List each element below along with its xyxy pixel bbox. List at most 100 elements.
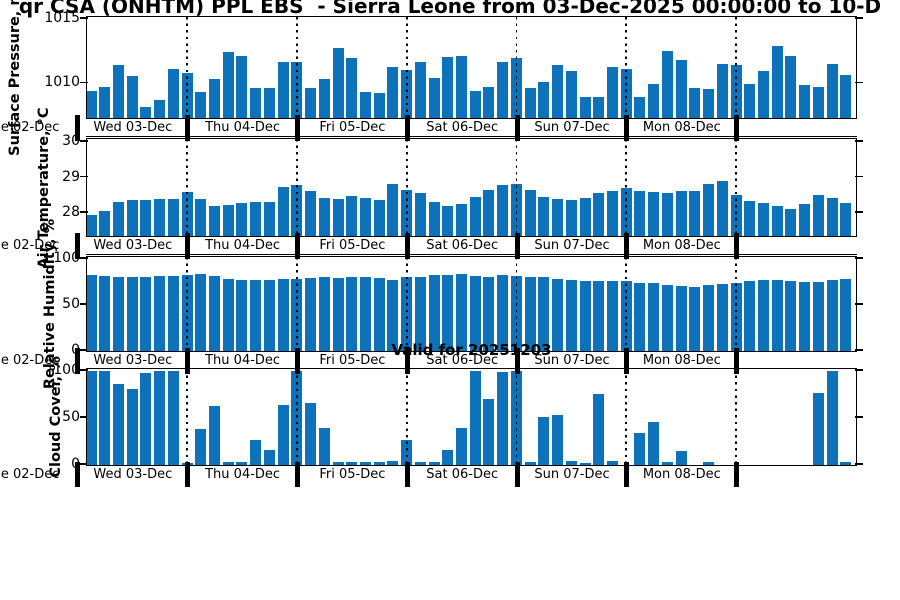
y-tick bbox=[80, 175, 88, 178]
day-label: Wed 03-Dec bbox=[93, 467, 173, 482]
bar bbox=[209, 406, 221, 465]
bar bbox=[648, 283, 660, 351]
bar bbox=[263, 450, 275, 465]
bar bbox=[167, 198, 179, 236]
day-boundary-line bbox=[186, 257, 188, 351]
y-tick bbox=[855, 211, 863, 213]
day-boundary-line bbox=[515, 369, 518, 465]
bar bbox=[456, 427, 468, 465]
day-boundary-tick bbox=[404, 348, 410, 374]
day-strip-1 bbox=[86, 235, 857, 255]
bar bbox=[634, 282, 646, 351]
bar bbox=[840, 278, 852, 351]
bar bbox=[456, 203, 468, 236]
day-boundary-tick bbox=[514, 115, 520, 141]
bar bbox=[648, 422, 660, 465]
bar bbox=[209, 78, 221, 118]
y-tick bbox=[80, 303, 88, 305]
bar bbox=[126, 76, 138, 118]
bar bbox=[167, 275, 179, 351]
day-label: Tue 02-Dec bbox=[0, 467, 60, 482]
bar bbox=[483, 276, 495, 351]
bar bbox=[524, 276, 536, 351]
day-boundary-line bbox=[295, 369, 298, 465]
bar bbox=[442, 57, 454, 118]
bar bbox=[263, 202, 275, 236]
bar bbox=[167, 370, 179, 465]
day-boundary-line bbox=[625, 139, 628, 236]
bar bbox=[87, 214, 97, 236]
y-tick-label: 1010 bbox=[44, 74, 80, 91]
y-tick bbox=[855, 303, 863, 305]
day-boundary-line bbox=[735, 139, 737, 236]
bar bbox=[483, 86, 495, 118]
day-label: Mon 08-Dec bbox=[642, 238, 721, 253]
day-boundary-line bbox=[405, 139, 408, 236]
day-boundary-line bbox=[735, 17, 737, 118]
bar bbox=[538, 416, 550, 465]
bar bbox=[126, 389, 138, 465]
valid-for-label: Valid for 20251203 bbox=[391, 341, 552, 359]
bar bbox=[332, 278, 344, 351]
bar bbox=[332, 48, 344, 118]
bar bbox=[140, 107, 152, 118]
bar bbox=[579, 462, 591, 465]
bar bbox=[373, 199, 385, 236]
bar bbox=[483, 398, 495, 465]
day-boundary-line bbox=[295, 17, 298, 118]
bar bbox=[414, 193, 426, 236]
bar bbox=[799, 85, 811, 118]
day-label: Fri 05-Dec bbox=[319, 467, 386, 482]
bar bbox=[703, 461, 715, 465]
bar bbox=[497, 62, 509, 118]
day-boundary-tick bbox=[185, 233, 191, 259]
bar bbox=[593, 193, 605, 236]
day-boundary-line bbox=[625, 257, 628, 351]
day-boundary-tick bbox=[295, 233, 300, 259]
bar bbox=[675, 285, 687, 351]
bar bbox=[826, 370, 838, 465]
bar bbox=[744, 280, 756, 351]
bar bbox=[634, 190, 646, 236]
day-boundary-tick bbox=[185, 115, 191, 141]
y-tick bbox=[855, 140, 863, 142]
day-boundary-tick bbox=[734, 462, 740, 487]
bar bbox=[812, 393, 824, 465]
bar bbox=[112, 276, 124, 351]
bar bbox=[757, 280, 769, 351]
bar bbox=[222, 204, 234, 236]
bar bbox=[236, 461, 248, 465]
y-tick bbox=[80, 257, 88, 259]
bar bbox=[552, 414, 564, 465]
bar bbox=[634, 96, 646, 118]
bar bbox=[593, 96, 605, 118]
y-tick bbox=[855, 257, 863, 259]
day-label: Thu 04-Dec bbox=[205, 238, 281, 253]
day-boundary-line bbox=[735, 369, 737, 465]
bar bbox=[332, 198, 344, 236]
day-boundary-tick bbox=[514, 348, 520, 374]
day-boundary-tick bbox=[295, 348, 300, 374]
chart-panel-2 bbox=[86, 256, 857, 352]
bar bbox=[112, 383, 124, 465]
day-label: Thu 04-Dec bbox=[205, 120, 281, 135]
bar bbox=[812, 194, 824, 236]
bar bbox=[167, 68, 179, 118]
bar bbox=[840, 461, 852, 465]
bar bbox=[661, 193, 673, 236]
day-boundary-tick bbox=[404, 233, 410, 259]
bar bbox=[826, 63, 838, 118]
bar bbox=[579, 96, 591, 118]
day-label: Sun 07-Dec bbox=[534, 467, 610, 482]
bar bbox=[428, 275, 440, 351]
chart-panel-1 bbox=[86, 138, 857, 237]
bar bbox=[126, 276, 138, 351]
day-label: Tue 02-Dec bbox=[0, 353, 60, 368]
bar bbox=[236, 55, 248, 118]
bar bbox=[428, 202, 440, 236]
day-label: Sun 07-Dec bbox=[534, 120, 610, 135]
day-boundary-line bbox=[735, 257, 737, 351]
day-boundary-line bbox=[515, 139, 518, 236]
bar bbox=[648, 192, 660, 236]
bar bbox=[689, 191, 701, 236]
